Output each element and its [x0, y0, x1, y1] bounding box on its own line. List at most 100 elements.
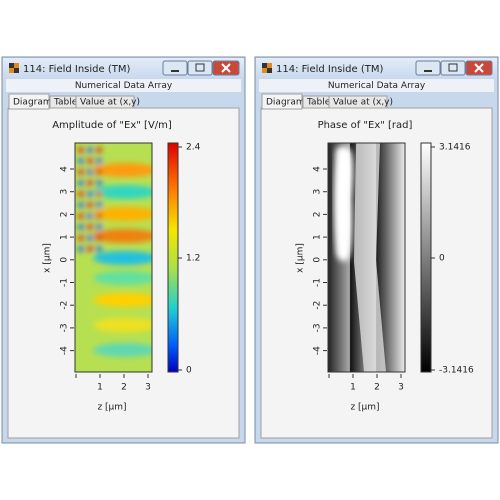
heatmap-blob [93, 251, 152, 265]
heatmap-spot [87, 224, 93, 230]
heatmap-spot [96, 202, 102, 208]
heatmap-spot [87, 246, 93, 252]
plot-title: Amplitude of "Ex" [V/m] [52, 120, 172, 131]
heatmap-spot [87, 191, 93, 197]
y-tick-label: -3 [60, 323, 70, 332]
window-icon [9, 68, 14, 73]
tab-label: Diagram [266, 98, 305, 108]
subtitle: Numerical Data Array [328, 81, 426, 91]
y-tick-label: -2 [313, 301, 323, 310]
heatmap-blob [93, 207, 152, 221]
y-tick-label: 2 [313, 212, 323, 218]
x-tick-label: 1 [350, 383, 356, 393]
tab[interactable] [328, 95, 388, 109]
heatmap [328, 143, 405, 372]
heatmap-spot [96, 180, 102, 186]
heatmap-blob [93, 343, 152, 357]
heatmap-spot [78, 202, 84, 208]
y-axis-label: x [µm] [43, 243, 53, 273]
window-icon [262, 63, 267, 68]
tab[interactable] [8, 93, 50, 110]
x-axis-label: z [µm] [97, 403, 126, 413]
colorbar-label: 0 [186, 366, 192, 376]
tab[interactable] [75, 95, 135, 109]
maximize-button[interactable] [440, 60, 466, 76]
heatmap-spot [96, 191, 102, 197]
window-icon [267, 63, 272, 68]
plot-frame [327, 142, 406, 373]
window-icon [14, 68, 19, 73]
phase-band [354, 143, 386, 372]
colorbar-label: 1.2 [186, 254, 200, 264]
y-tick-label: 0 [60, 257, 70, 263]
maximize-glyph [448, 63, 458, 72]
colorbar-label: -3.1416 [439, 366, 474, 376]
x-tick-label: 1 [97, 383, 103, 393]
close-glyph [474, 63, 484, 73]
y-tick-label: -3 [313, 323, 323, 332]
heatmap-spot [96, 213, 102, 219]
tab-label: Diagram [13, 98, 52, 108]
y-tick-label: -1 [313, 278, 323, 287]
phase-island [334, 146, 354, 261]
heatmap-spot [78, 235, 84, 241]
colorbar-label: 2.4 [186, 143, 201, 153]
heatmap-spot [78, 191, 84, 197]
heatmap-blob [93, 185, 152, 199]
colorbar-label: 0 [439, 254, 445, 264]
x-tick-label: 2 [374, 383, 380, 393]
maximize-glyph [195, 63, 205, 72]
heatmap-blobs [78, 147, 152, 357]
heatmap-spot [87, 235, 93, 241]
window-title: 114: Field Inside (TM) [23, 64, 130, 75]
plot-title: Phase of "Ex" [rad] [318, 120, 413, 131]
tab-label: Value at (x,y) [333, 98, 393, 108]
x-tick-label: 3 [398, 383, 404, 393]
heatmap-spot [87, 147, 93, 153]
heatmap-spot [78, 224, 84, 230]
window-icon [14, 63, 19, 68]
colorbar [167, 142, 179, 373]
heatmap-spot [78, 147, 84, 153]
heatmap-spot [87, 213, 93, 219]
y-tick-label: 0 [313, 257, 323, 263]
heatmap-blob [93, 318, 152, 332]
plot-frame [74, 142, 153, 373]
minimize-button[interactable] [162, 60, 188, 76]
tab[interactable] [261, 93, 303, 110]
subtitle-bar [259, 79, 494, 92]
heatmap-spot [78, 169, 84, 175]
heatmap-spot [78, 158, 84, 164]
x-axis-label: z [µm] [350, 403, 379, 413]
y-tick-label: -1 [60, 278, 70, 287]
minimize-button[interactable] [415, 60, 441, 76]
heatmap-blob [93, 293, 152, 307]
colorbar-label: 3.1416 [439, 143, 471, 153]
subtitle-bar [6, 79, 241, 92]
subtitle: Numerical Data Array [75, 81, 173, 91]
maximize-button[interactable] [187, 60, 213, 76]
heatmap-spot [87, 158, 93, 164]
window-title: 114: Field Inside (TM) [276, 64, 383, 75]
heatmap [75, 143, 152, 372]
y-tick-label: 1 [60, 234, 70, 240]
heatmap-spot [78, 180, 84, 186]
heatmap-spot [78, 246, 84, 252]
heatmap-spot [96, 169, 102, 175]
colorbar [420, 142, 432, 373]
heatmap-spot [87, 180, 93, 186]
y-tick-label: 4 [313, 166, 323, 172]
y-tick-label: 3 [60, 189, 70, 195]
tab-label: Value at (x,y) [80, 98, 140, 108]
y-tick-label: 4 [60, 166, 70, 172]
heatmap-spot [87, 169, 93, 175]
heatmap-spot [96, 147, 102, 153]
window-icon [9, 63, 14, 68]
y-tick-label: -4 [313, 346, 323, 355]
heatmap-spot [78, 213, 84, 219]
x-tick-label: 3 [145, 383, 151, 393]
heatmap-blob [93, 271, 152, 285]
y-tick-label: 3 [313, 189, 323, 195]
heatmap-spot [96, 235, 102, 241]
